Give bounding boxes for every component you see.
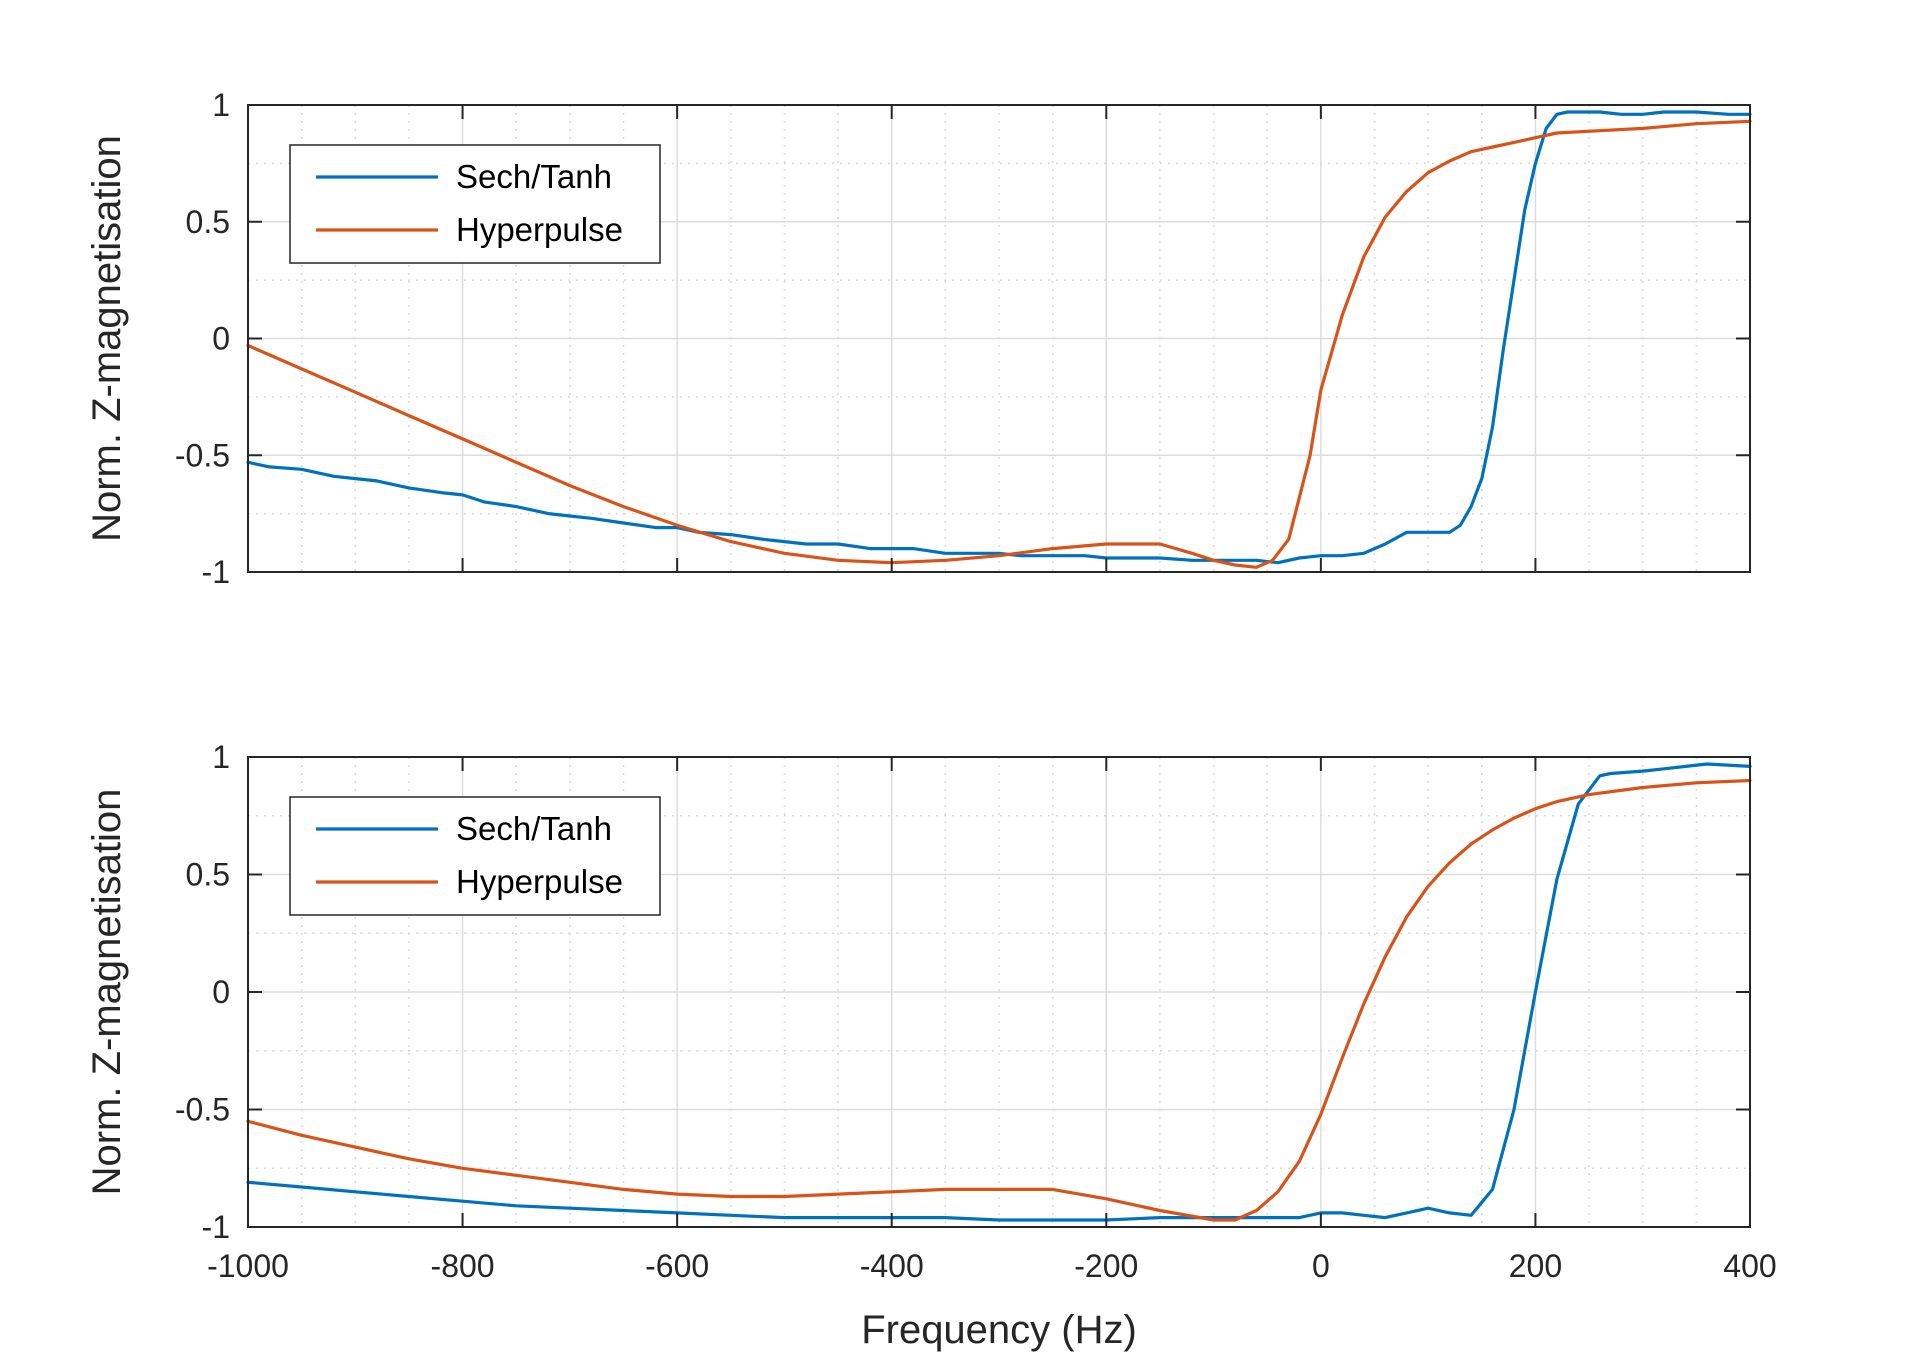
x-tick-label: 400 (1723, 1248, 1776, 1284)
x-tick-label: -600 (645, 1248, 709, 1284)
legend: Sech/Tanh Hyperpulse (289, 144, 661, 264)
x-tick-label: -400 (860, 1248, 924, 1284)
y-tick-label: 0.5 (186, 204, 230, 240)
x-tick-label: 0 (1312, 1248, 1330, 1284)
x-axis-label: Frequency (Hz) (861, 1308, 1137, 1352)
y-tick-label: 0 (212, 321, 230, 357)
legend-label: Sech/Tanh (456, 158, 612, 195)
y-tick-label: 0.5 (186, 857, 230, 893)
y-tick-label: 1 (212, 739, 230, 775)
legend-label: Hyperpulse (456, 211, 623, 248)
y-tick-label: -0.5 (175, 437, 230, 473)
series-line-hyperpulse (246, 778, 1752, 1222)
series-line-hyperpulse (246, 119, 1752, 569)
legend-box (289, 144, 661, 264)
y-axis-label: Norm. Z-magnetisation (85, 135, 129, 542)
x-tick-label: -800 (431, 1248, 495, 1284)
y-tick-label: 1 (212, 87, 230, 123)
top-subplot: -1 -0.5 0 0.5 1 Norm. Z-magnetisation Sech/Tan… (85, 87, 1752, 590)
y-tick-label: -0.5 (175, 1092, 230, 1128)
legend-box (289, 796, 661, 916)
y-axis-label: Norm. Z-magnetisation (85, 789, 129, 1196)
legend: Sech/Tanh Hyperpulse (289, 796, 661, 916)
y-tick-label: -1 (202, 554, 230, 590)
bottom-subplot: -1000 -800 -600 -400 -200 0 200 400 -1 -0.5 0 0.5 1 N… (85, 739, 1777, 1352)
y-tick-label: -1 (202, 1209, 230, 1245)
x-tick-label: -1000 (207, 1248, 289, 1284)
series-line-sech-tanh (246, 762, 1752, 1222)
legend-label: Sech/Tanh (456, 810, 612, 847)
x-tick-label: 200 (1509, 1248, 1562, 1284)
x-tick-label: -200 (1074, 1248, 1138, 1284)
y-tick-label: 0 (212, 974, 230, 1010)
legend-label: Hyperpulse (456, 863, 623, 900)
